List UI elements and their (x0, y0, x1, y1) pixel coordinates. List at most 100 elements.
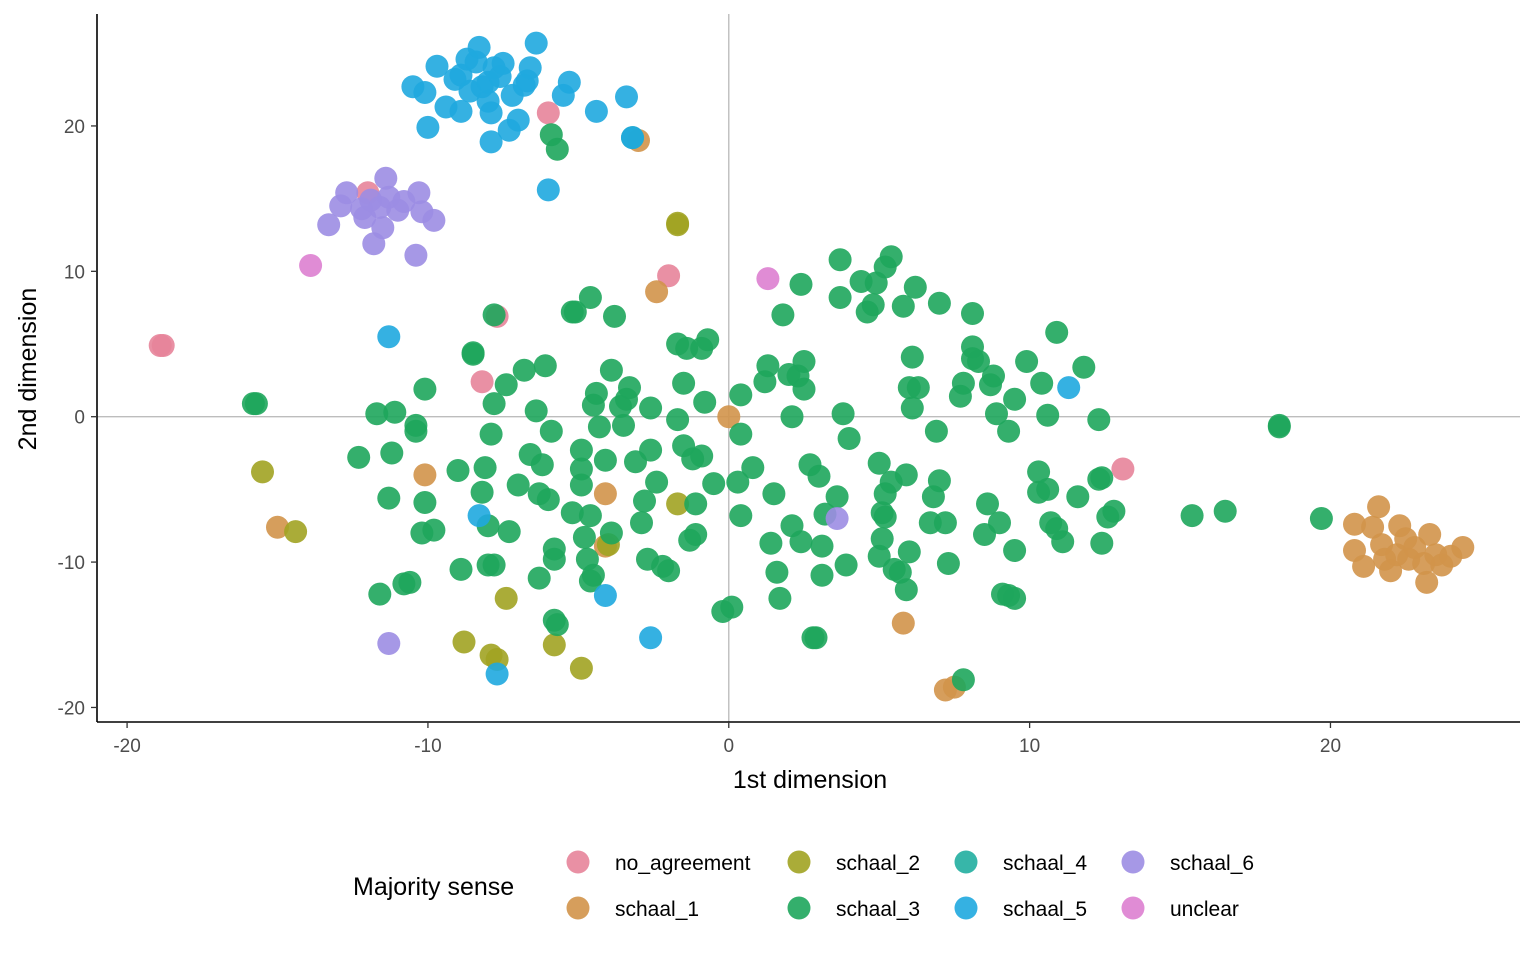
series-unclear (299, 254, 780, 291)
data-point-schaal_3 (533, 354, 557, 378)
data-point-schaal_3 (741, 456, 765, 480)
data-point-schaal_3 (1087, 408, 1111, 432)
data-point-schaal_3 (961, 302, 984, 325)
y-axis-ticks: -20 -10 0 10 20 (58, 117, 97, 719)
legend-title: Majority sense (353, 873, 514, 901)
data-point-schaal_3 (891, 294, 915, 318)
data-point-schaal_3 (545, 613, 569, 637)
data-point-schaal_3 (482, 553, 506, 577)
data-point-schaal_3 (404, 419, 428, 443)
legend: Majority sense no_agreement schaal_1 schaa… (353, 850, 1254, 921)
data-point-schaal_1 (1343, 512, 1366, 536)
data-point-schaal_3 (398, 570, 422, 594)
data-point-schaal_5 (491, 51, 515, 75)
data-point-schaal_3 (1003, 387, 1027, 411)
x-tick-label: -20 (113, 736, 140, 757)
data-point-schaal_3 (587, 415, 611, 439)
data-point-schaal_3 (630, 511, 653, 535)
series-schaal_2 (251, 211, 690, 680)
legend-entry: schaal_6 (1121, 850, 1254, 875)
data-point-schaal_3 (906, 376, 930, 400)
legend-entry: no_agreement (566, 850, 751, 875)
legend-label: schaal_4 (1003, 852, 1087, 875)
legend-key (1121, 850, 1145, 874)
data-point-schaal_3 (831, 402, 855, 426)
data-point-schaal_3 (1090, 531, 1114, 555)
data-point-schaal_6 (335, 181, 359, 205)
legend-key (1121, 896, 1145, 920)
data-point-schaal_3 (951, 371, 975, 395)
data-point-schaal_3 (618, 376, 641, 400)
data-point-schaal_3 (1036, 477, 1060, 501)
data-point-schaal_3 (861, 293, 885, 317)
legend-label: unclear (1170, 898, 1239, 921)
data-point-schaal_5 (449, 99, 473, 123)
data-point-schaal_3 (380, 441, 404, 465)
data-point-schaal_3 (497, 520, 521, 544)
data-point-schaal_1 (1361, 515, 1385, 539)
legend-key (566, 850, 590, 874)
data-point-schaal_3 (690, 444, 714, 468)
data-point-schaal_5 (615, 85, 638, 109)
data-point-schaal_3 (563, 300, 587, 324)
series-schaal_6 (317, 166, 849, 655)
data-point-schaal_2 (666, 492, 690, 516)
y-tick-label: 10 (64, 262, 85, 283)
legend-label: schaal_5 (1003, 898, 1087, 921)
data-point-schaal_3 (693, 390, 717, 414)
data-point-schaal_5 (467, 504, 491, 528)
data-point-schaal_5 (639, 626, 663, 650)
series-no_agreement (148, 101, 1135, 481)
data-point-schaal_1 (266, 515, 289, 539)
data-point-schaal_2 (452, 630, 476, 654)
series-schaal_1 (266, 129, 1475, 702)
data-point-schaal_3 (726, 470, 750, 494)
data-point-schaal_3 (936, 552, 960, 575)
data-point-schaal_3 (696, 328, 720, 352)
x-axis-title: 1st dimension (733, 766, 887, 794)
data-point-schaal_3 (536, 488, 560, 512)
data-point-schaal_3 (789, 530, 813, 554)
y-tick-label: -20 (58, 698, 85, 719)
data-point-no_agreement (148, 334, 172, 357)
data-point-no_agreement (536, 101, 560, 125)
data-point-schaal_3 (578, 286, 602, 309)
data-point-schaal_3 (539, 419, 563, 443)
data-point-schaal_5 (1057, 376, 1081, 400)
data-point-schaal_3 (867, 544, 891, 568)
data-point-schaal_5 (416, 115, 440, 139)
data-point-schaal_3 (599, 521, 623, 545)
data-point-schaal_5 (485, 662, 509, 686)
data-point-no_agreement (1111, 457, 1135, 481)
data-point-unclear (299, 254, 323, 277)
data-point-schaal_3 (807, 464, 831, 488)
data-point-schaal_6 (422, 208, 446, 232)
data-point-schaal_3 (1036, 403, 1060, 427)
data-point-schaal_3 (368, 582, 392, 606)
data-point-schaal_3 (988, 511, 1011, 535)
data-point-schaal_3 (581, 563, 605, 587)
y-axis-title: 2nd dimension (14, 288, 42, 451)
data-point-schaal_2 (494, 586, 518, 610)
data-point-schaal_3 (684, 523, 708, 546)
data-point-schaal_3 (684, 492, 708, 516)
data-point-schaal_6 (825, 507, 849, 530)
data-point-schaal_3 (593, 448, 617, 472)
data-point-schaal_3 (666, 408, 690, 432)
data-point-schaal_3 (527, 566, 551, 590)
y-tick-label: -10 (58, 553, 85, 574)
data-point-schaal_3 (645, 470, 669, 494)
data-point-schaal_1 (413, 463, 437, 487)
data-point-schaal_3 (1213, 499, 1237, 523)
data-point-schaal_3 (1072, 355, 1096, 379)
data-point-schaal_3 (834, 553, 858, 577)
data-point-schaal_5 (467, 35, 491, 59)
data-point-schaal_3 (894, 463, 918, 487)
data-point-schaal_3 (888, 560, 912, 584)
data-point-schaal_3 (639, 396, 663, 420)
data-point-schaal_3 (756, 354, 780, 378)
data-point-schaal_3 (702, 472, 726, 496)
data-point-schaal_3 (545, 137, 569, 161)
data-point-schaal_3 (982, 364, 1005, 388)
data-point-schaal_1 (891, 611, 915, 635)
